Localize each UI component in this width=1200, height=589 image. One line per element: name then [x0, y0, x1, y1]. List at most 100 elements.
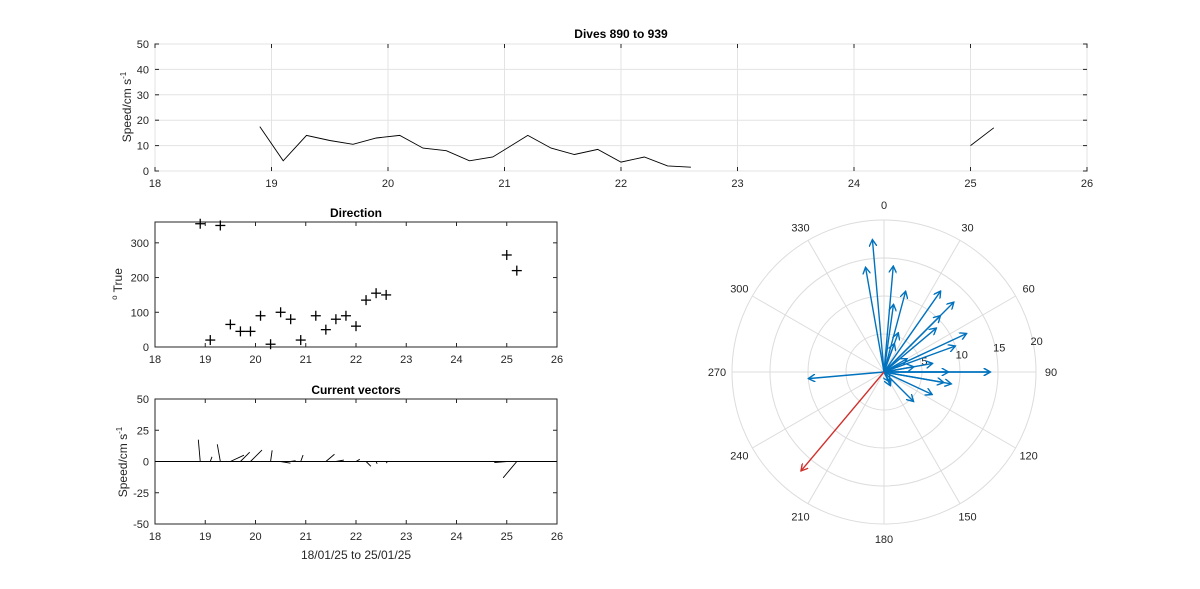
- speed-xtick-label: 21: [498, 178, 510, 190]
- compass-arrow: [801, 371, 885, 471]
- polar-angle-label: 270: [708, 367, 726, 379]
- speed-xtick-label: 18: [149, 178, 161, 190]
- direction-title: Direction: [330, 206, 382, 220]
- direction-point: [381, 289, 392, 300]
- speed-ytick-label: 20: [137, 115, 149, 127]
- polar-spoke: [883, 240, 961, 373]
- direction-xtick-label: 25: [501, 354, 513, 366]
- vectors-ytick-label: 0: [143, 457, 149, 469]
- polar-spoke: [883, 371, 961, 504]
- compass-arrow: [883, 333, 967, 373]
- speed-title: Dives 890 to 939: [574, 27, 668, 41]
- compass-arrow: [883, 291, 941, 373]
- direction-point: [265, 339, 276, 350]
- vector-stick: [280, 461, 291, 464]
- speed-ytick-label: 30: [137, 90, 149, 102]
- compass-arrow: [872, 240, 885, 373]
- vectors-ytick-label: -50: [133, 519, 149, 531]
- vector-stick: [355, 458, 361, 462]
- polar-labels: 0 30 60 90 120 150 180 210 240 270 300 330 5 10 15 20: [708, 200, 1057, 546]
- speed-xtick-label: 24: [848, 178, 860, 190]
- vectors-ticks: 18 19 20 21 22 23 24 25 26 -50 -25 0 25 50: [133, 394, 563, 543]
- direction-xtick-label: 26: [551, 354, 563, 366]
- direction-point: [235, 326, 246, 337]
- polar-angle-label: 30: [961, 222, 973, 234]
- direction-ylabel: o True: [110, 268, 125, 300]
- compass-arrow: [883, 328, 936, 373]
- speed-ylabel: Speed/cm s-1: [119, 71, 134, 142]
- speed-ytick-label: 40: [137, 64, 149, 76]
- vector-stick: [230, 454, 245, 462]
- vector-stick: [270, 450, 273, 462]
- vectors-xtick-label: 22: [350, 531, 362, 543]
- direction-point: [285, 314, 296, 325]
- vector-stick: [209, 456, 213, 462]
- polar-angle-label: 300: [730, 284, 748, 296]
- vectors-title: Current vectors: [311, 383, 401, 397]
- vector-stick: [335, 459, 344, 462]
- vectors-ylabel: Speed/cm s-1: [115, 426, 130, 497]
- polar-spoke: [752, 371, 885, 449]
- polar-spoke: [883, 371, 1016, 449]
- direction-markers: [195, 218, 522, 350]
- vectors-ytick-label: -25: [133, 488, 149, 500]
- vectors-panel: 18 19 20 21 22 23 24 25 26 -50 -25 0 25 50 Current ve…: [115, 383, 563, 562]
- direction-point: [361, 295, 372, 306]
- speed-xtick-label: 22: [615, 178, 627, 190]
- compass-arrow: [883, 371, 951, 384]
- speed-ticks: 18 19 20 21 22 23 24 25 26 0 10 20 30 40 50: [137, 39, 1093, 190]
- compass-arrow: [883, 266, 893, 373]
- direction-point: [275, 307, 286, 318]
- vectors-xtick-label: 26: [551, 531, 563, 543]
- vector-stick: [240, 451, 251, 462]
- direction-panel: 18 19 20 21 22 23 24 25 26 0 100 200 300 Direction o…: [110, 206, 563, 366]
- polar-angle-label: 120: [1019, 451, 1037, 463]
- vectors-xtick-label: 18: [149, 531, 161, 543]
- direction-xtick-label: 22: [350, 354, 362, 366]
- vector-stick: [300, 454, 304, 462]
- vector-stick: [325, 453, 335, 462]
- polar-angle-label: 90: [1045, 367, 1057, 379]
- compass-arrow: [866, 267, 885, 373]
- direction-ticks: 18 19 20 21 22 23 24 25 26 0 100 200 300: [131, 222, 563, 366]
- polar-radius-label: 20: [1031, 336, 1043, 348]
- polar-radius-label: 5: [921, 356, 927, 368]
- speed-series-line: [259, 126, 691, 168]
- direction-xtick-label: 19: [199, 354, 211, 366]
- compass-arrow: [883, 359, 907, 373]
- speed-ytick-label: 10: [137, 141, 149, 153]
- direction-point: [320, 324, 331, 335]
- vector-stick: [290, 460, 296, 462]
- compass-arrows: [801, 240, 990, 471]
- direction-point: [501, 249, 512, 260]
- compass-arrow: [883, 371, 932, 394]
- polar-angle-label: 330: [791, 222, 809, 234]
- polar-spoke: [752, 295, 885, 373]
- direction-point: [195, 218, 206, 229]
- speed-ytick-label: 0: [143, 166, 149, 178]
- vectors-xtick-label: 19: [199, 531, 211, 543]
- vector-stick: [502, 461, 518, 479]
- compass-arrow: [883, 291, 906, 373]
- vectors-xtick-label: 23: [400, 531, 412, 543]
- direction-xtick-label: 24: [450, 354, 462, 366]
- polar-angle-label: 180: [875, 534, 893, 546]
- direction-point: [215, 220, 226, 231]
- direction-point: [245, 326, 256, 337]
- direction-point: [511, 265, 522, 276]
- vectors-xlabel: 18/01/25 to 25/01/25: [301, 548, 411, 562]
- polar-angle-label: 60: [1023, 284, 1035, 296]
- direction-point: [255, 310, 266, 321]
- speed-xtick-label: 25: [964, 178, 976, 190]
- direction-point: [310, 310, 321, 321]
- direction-ytick-label: 300: [131, 238, 149, 250]
- speed-xtick-label: 23: [731, 178, 743, 190]
- speed-ytick-label: 50: [137, 39, 149, 51]
- speed-xtick-label: 19: [265, 178, 277, 190]
- polar-angle-label: 240: [730, 451, 748, 463]
- vector-stick: [250, 449, 263, 462]
- vectors-xtick-label: 20: [249, 531, 261, 543]
- compass-arrow: [884, 371, 890, 382]
- vector-stick: [375, 461, 378, 464]
